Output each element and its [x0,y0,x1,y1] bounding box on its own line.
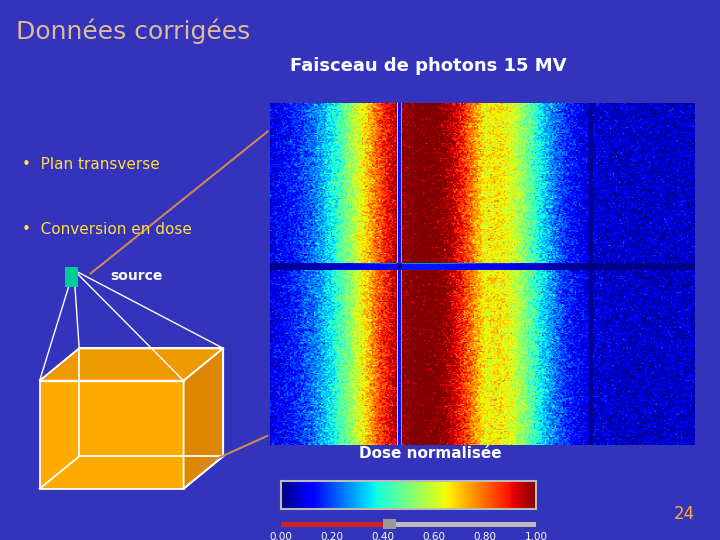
Bar [65,267,78,287]
Polygon shape [184,348,223,489]
Bar [383,519,396,529]
Text: •  Plan transverse: • Plan transverse [22,157,159,172]
Text: Faisceau de photons 15 MV: Faisceau de photons 15 MV [290,57,567,75]
Text: Données corrigées: Données corrigées [16,19,250,44]
Text: source: source [111,269,163,284]
Text: 1.00: 1.00 [525,532,548,540]
Text: •  Conversion en dose: • Conversion en dose [22,222,192,237]
Text: 24: 24 [674,505,695,523]
Text: 0.20: 0.20 [320,532,343,540]
Polygon shape [40,348,223,381]
Polygon shape [40,381,184,489]
Text: 0.80: 0.80 [474,532,497,540]
Text: 0.00: 0.00 [269,532,292,540]
Text: 0.60: 0.60 [423,532,446,540]
Bar [281,522,536,527]
Bar [281,522,388,527]
Text: 0.40: 0.40 [372,532,395,540]
Text: Dose normalisée: Dose normalisée [359,446,502,461]
